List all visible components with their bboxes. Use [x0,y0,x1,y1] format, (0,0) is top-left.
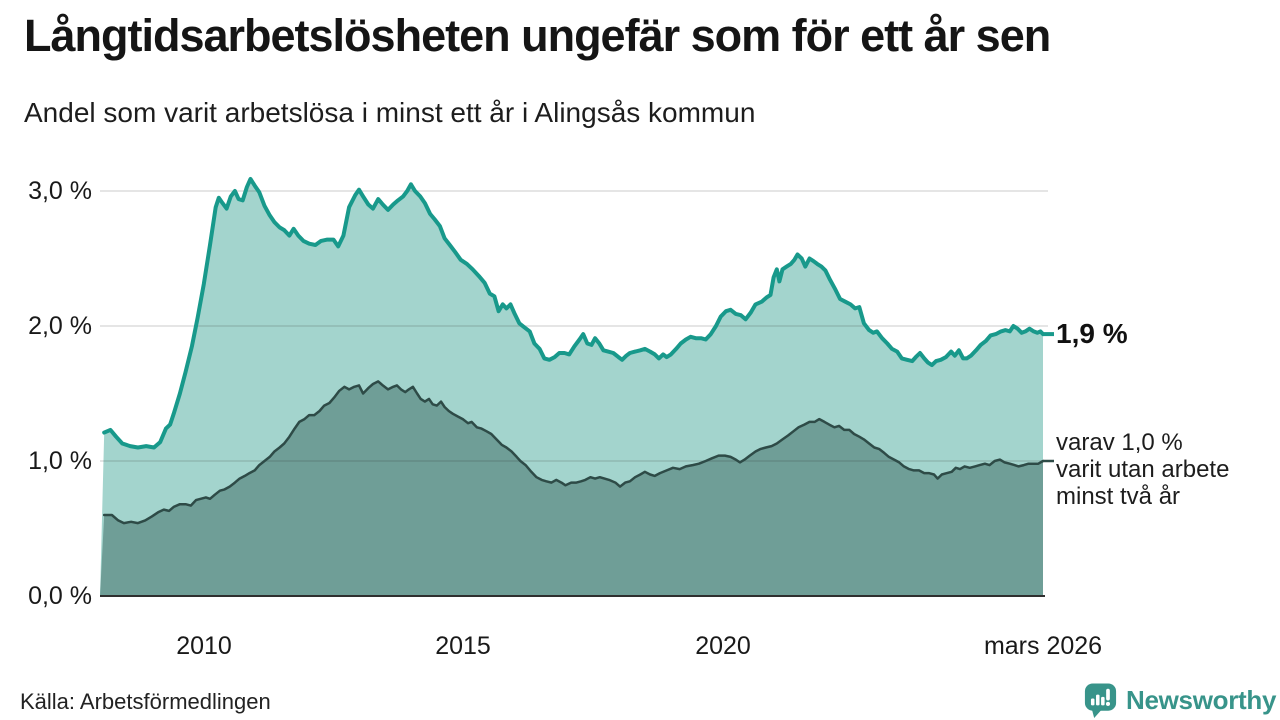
series-line [102,176,1045,450]
source-caption: Källa: Arbetsförmedlingen [20,689,271,714]
x-axis-label: 2015 [435,632,491,660]
newsworthy-wordmark: Newsworthy [1126,684,1277,715]
annotation-line: varit utan arbete [1056,456,1230,483]
newsworthy-brand: Newsworthy [1082,681,1276,719]
y-axis-label: 0,0 % [28,582,92,610]
y-axis-label: 3,0 % [28,177,92,205]
page-subtitle: Andel som varit arbetslösa i minst ett å… [24,97,756,128]
x-axis-label: 2010 [176,632,232,660]
annotation-line: varav 1,0 % [1056,429,1183,456]
two-year-annotation: varav 1,0 % varit utan arbete minst två … [1056,429,1229,510]
x-axis-label: 2020 [695,632,751,660]
page-title: Långtidsarbetslösheten ungefär som för e… [24,10,1051,61]
latest-value-label: 1,9 % [1056,318,1128,350]
y-axis-label: 2,0 % [28,312,92,340]
series-line [102,380,1045,525]
x-axis-label: mars 2026 [983,632,1103,660]
y-axis-label: 1,0 % [28,447,92,475]
newsworthy-logo-icon [1084,683,1117,719]
series-area [100,381,1043,596]
annotation-line: minst två år [1056,483,1181,510]
